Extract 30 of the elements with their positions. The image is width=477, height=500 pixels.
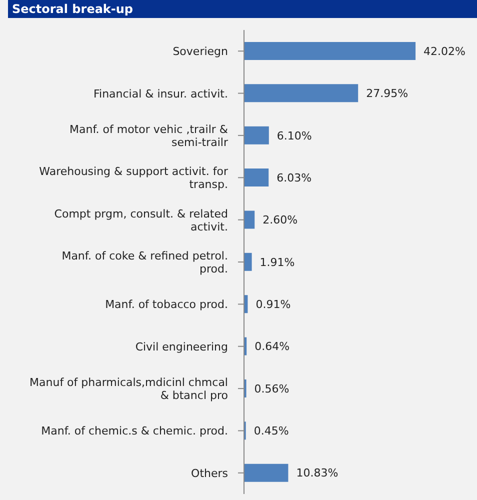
bar (244, 252, 252, 271)
bar (244, 168, 269, 187)
bar (244, 210, 255, 229)
data-label: 0.56% (254, 382, 290, 396)
bar (244, 464, 288, 482)
data-label: 27.95% (366, 87, 408, 100)
data-label: 0.64% (254, 340, 290, 354)
bar (244, 42, 416, 60)
y-tick-label: Manuf of pharmicals,mdicinl chmcal & btancl pro (30, 376, 228, 402)
data-label: 42.02% (424, 44, 466, 58)
y-tick-label: Soveriegn (172, 44, 228, 58)
data-label: 2.60% (262, 214, 298, 227)
y-tick-label: Warehousing & support activit. for transp. (39, 164, 228, 191)
y-tick-label: Manf. of coke & refined petrol. prod. (62, 249, 228, 275)
text: Sectoral break-up (8, 0, 477, 18)
bar (244, 84, 358, 102)
data-label: 1.91% (260, 256, 295, 269)
y-tick-label: Civil engineering (135, 340, 228, 353)
data-label: 0.45% (254, 424, 289, 438)
data-label: 6.10% (276, 129, 312, 142)
y-tick-label: Manf. of motor vehic ,trailr & semi-trailr (69, 122, 228, 148)
y-tick-label: Others (191, 466, 228, 480)
bar (244, 126, 269, 144)
data-label: 10.83% (296, 466, 338, 480)
y-tick-label: Compt prgm, consult. & related activit. (54, 206, 228, 233)
data-label: 6.03% (276, 171, 312, 184)
data-label: 0.91% (256, 298, 291, 311)
y-tick-label: Manf. of chemic.s & chemic. prod. (41, 424, 228, 438)
y-tick-label: Financial & insur. activit. (93, 86, 228, 100)
y-tick-label: Manf. of tobacco prod. (105, 298, 228, 311)
